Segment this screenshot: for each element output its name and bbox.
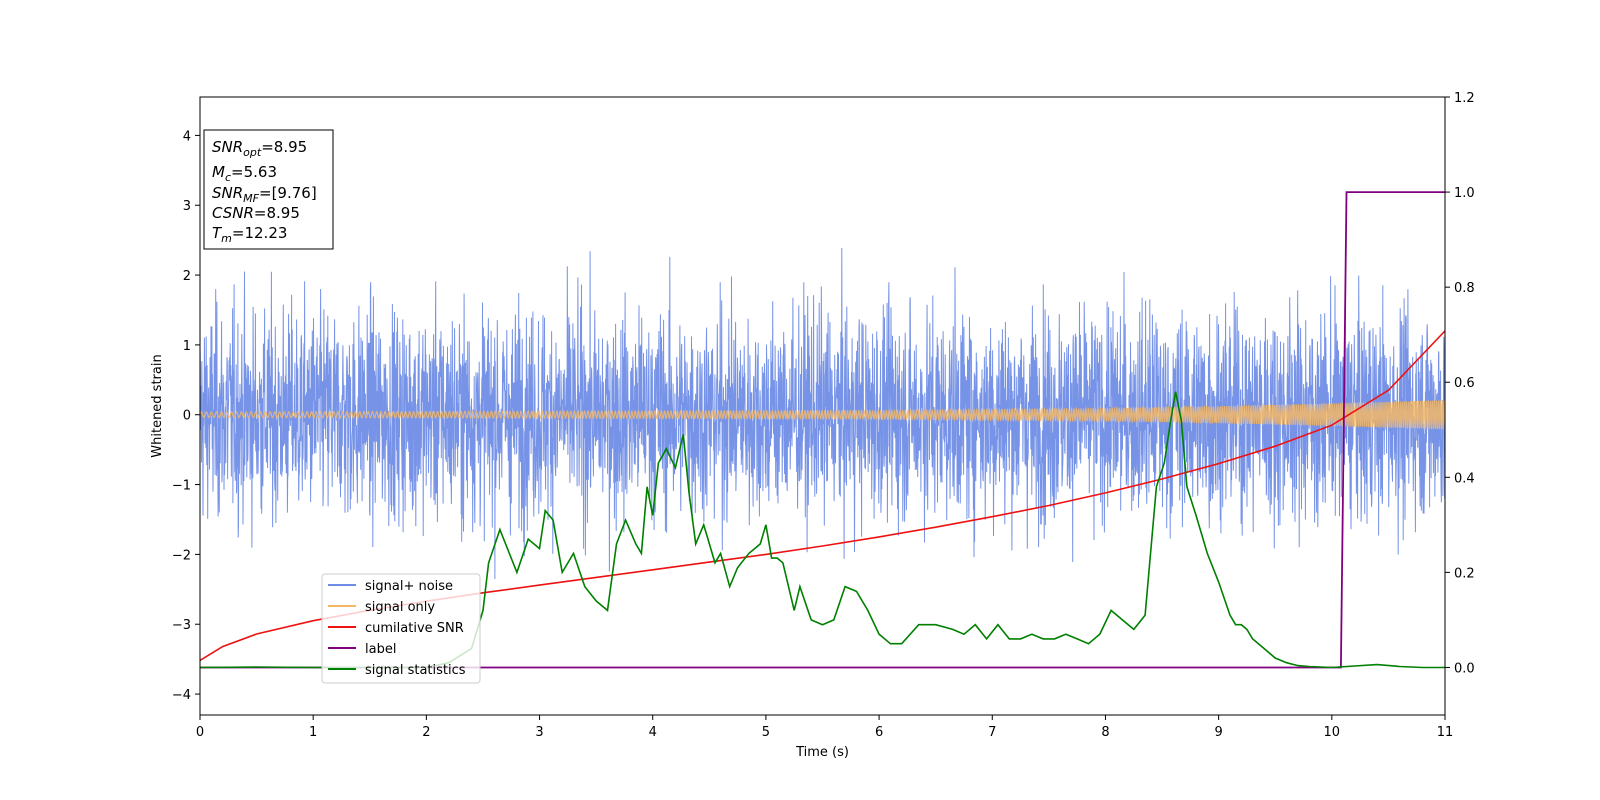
y-tick-label: −4 [172,688,191,703]
x-tick-label: 8 [1101,725,1109,740]
y2-tick-label: 1.2 [1454,91,1475,106]
y2-tick-label: 0.2 [1454,566,1475,581]
legend-frame [321,573,481,684]
x-tick-label: 1 [309,725,317,740]
y-tick-label: −3 [172,618,191,633]
info-tm: Tm=12.23 [212,224,287,245]
y-axis-label: Whitened strain [150,354,165,457]
y2-tick-label: 1.0 [1454,186,1475,201]
y2-axis-ticks: 0.0 0.2 0.4 0.6 0.8 1.0 1.2 [1445,91,1475,676]
x-tick-label: 3 [535,725,543,740]
x-axis-label: Time (s) [795,745,849,760]
x-tick-label: 9 [1214,725,1222,740]
y-axis-ticks: −4 −3 −2 −1 0 1 2 3 4 [172,129,200,703]
x-tick-label: 7 [988,725,996,740]
info-box: SNRopt=8.95 Mc=5.63 SNRMF=[9.76] CSNR=8.… [203,129,334,250]
x-tick-label: 11 [1437,725,1454,740]
legend: signal+ noise signal only cumilative SNR… [321,573,481,684]
y-tick-label: 4 [183,129,191,144]
legend-label-signal-only: signal only [365,600,435,615]
series-signal-noise [200,247,1445,580]
legend-label-signal-noise: signal+ noise [365,579,453,594]
y-tick-label: 3 [183,199,191,214]
series-signal-only [200,400,1445,430]
info-box-frame [203,129,334,250]
y2-tick-label: 0.6 [1454,376,1475,391]
series-signal-statistics [200,391,1445,669]
x-tick-label: 5 [762,725,770,740]
x-tick-label: 4 [649,725,657,740]
info-mc: Mc=5.63 [212,163,277,184]
y-tick-label: −2 [172,548,191,563]
plot-frame [199,96,1446,716]
y2-tick-label: 0.8 [1454,281,1475,296]
legend-label-label: label [365,642,396,657]
y-tick-label: 2 [183,269,191,284]
legend-label-signal-statistics: signal statistics [365,663,466,678]
x-tick-label: 10 [1324,725,1341,740]
y-tick-label: −1 [172,479,191,494]
info-snr-opt: SNRopt=8.95 [212,138,307,159]
x-tick-label: 0 [196,725,204,740]
info-snr-mf: SNRMF=[9.76] [212,184,317,205]
y-tick-label: 1 [183,339,191,354]
x-tick-label: 2 [422,725,430,740]
legend-label-cumulative-snr: cumilative SNR [365,621,464,636]
series-label [200,191,1445,669]
y2-tick-label: 0.0 [1454,661,1475,676]
info-csnr: CSNR=8.95 [212,204,300,222]
y2-tick-label: 0.4 [1454,471,1475,486]
y-tick-label: 0 [183,409,191,424]
x-tick-label: 6 [875,725,883,740]
x-axis-ticks: 0 1 2 3 4 5 6 7 8 9 10 11 [196,715,1453,740]
